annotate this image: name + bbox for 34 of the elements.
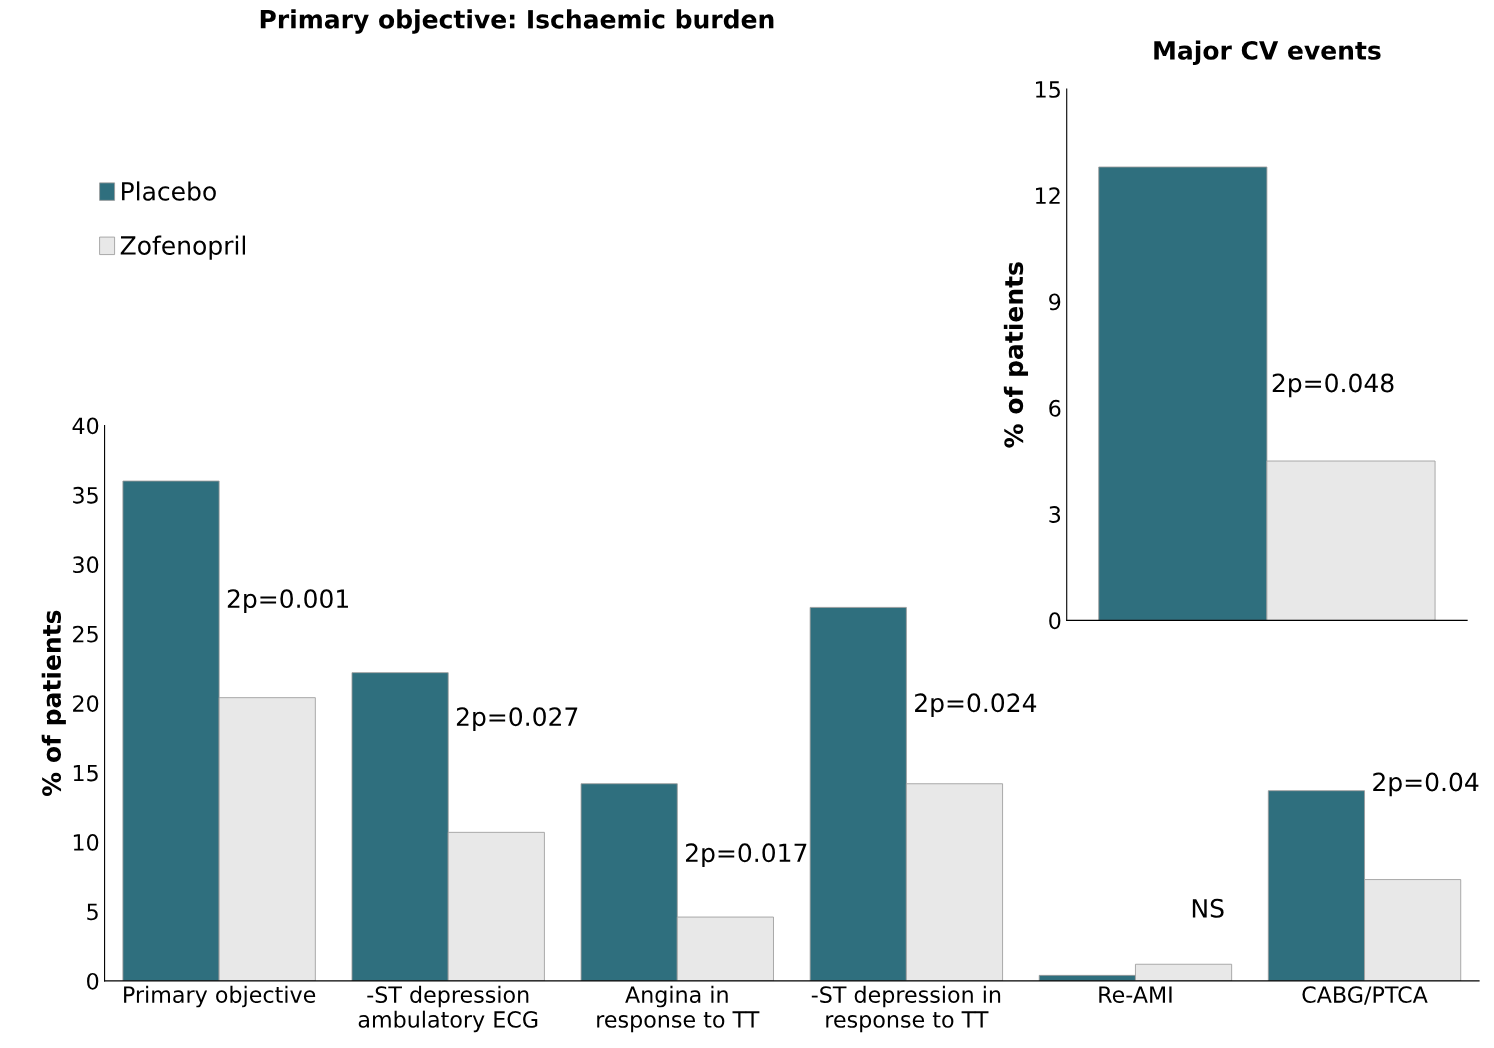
annotation: 2p=0.001 xyxy=(227,589,348,613)
x-tick-label: Angina in response to TT xyxy=(597,985,760,1033)
y-tick-label: 35 xyxy=(73,486,98,504)
legend-label: Zofenopril xyxy=(120,235,246,260)
annotation: 2p=0.027 xyxy=(456,707,578,731)
y-tick-label: 10 xyxy=(73,834,99,851)
chart-title: Major CV events xyxy=(1154,40,1381,65)
annotation: 2p=0.017 xyxy=(685,843,807,868)
annotation: NS xyxy=(1192,898,1224,918)
y-tick-label: 12 xyxy=(1036,187,1060,204)
x-tick-label: CABG/PTCA xyxy=(1302,986,1428,1005)
x-tick-label: Re-AMI xyxy=(1099,986,1172,1003)
y-tick-label: 40 xyxy=(72,417,99,435)
y-axis-title: % of patients xyxy=(41,610,66,797)
y-tick-label: 15 xyxy=(73,764,98,782)
y-tick-label: 0 xyxy=(1049,612,1061,630)
legend-label: Placebo xyxy=(122,181,216,201)
y-tick-label: 3 xyxy=(1049,506,1061,523)
y-tick-label: 0 xyxy=(87,972,99,990)
x-tick-label: -ST depression ambulatory ECG xyxy=(358,985,538,1033)
annotation: 2p=0.04 xyxy=(1373,772,1479,797)
y-tick-label: 30 xyxy=(73,556,99,574)
x-tick-label: -ST depression in response to TT xyxy=(811,985,1001,1033)
chart-title: Primary objective: Ischaemic burden xyxy=(260,9,774,34)
x-tick-label: Primary objective xyxy=(124,985,316,1008)
y-tick-label: 20 xyxy=(73,695,99,712)
annotation: 2p=0.024 xyxy=(915,693,1037,718)
y-tick-label: 9 xyxy=(1049,293,1061,311)
y-tick-label: 6 xyxy=(1049,399,1061,417)
y-tick-label: 15 xyxy=(1036,81,1060,98)
y-axis-title: % of patients xyxy=(1003,262,1029,448)
y-tick-label: 5 xyxy=(87,903,98,921)
annotation: 2p=0.048 xyxy=(1272,373,1394,398)
y-tick-label: 25 xyxy=(73,625,98,643)
